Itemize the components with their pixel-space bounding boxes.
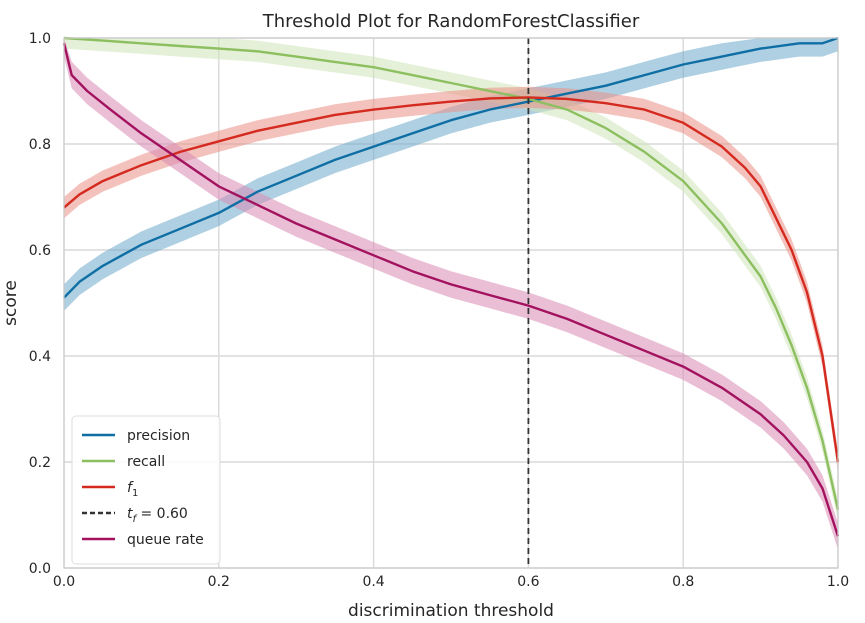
y-axis-label: score [1,280,21,326]
plot-frame [63,37,839,569]
confidence-bands [64,38,838,550]
y-tick-label: 0.2 [29,455,51,471]
tick-labels: 0.0 0.2 0.4 0.6 0.8 1.0 0.0 0.2 0.4 0.6 0.8 1.0 [29,31,849,590]
x-tick-label: 0.6 [517,574,539,590]
legend-label-queue-rate: queue rate [127,532,204,548]
x-tick-label: 0.4 [362,574,384,590]
x-tick-label: 0.2 [208,574,230,590]
y-tick-label: 0.4 [29,349,51,365]
y-tick-label: 1.0 [29,31,51,47]
legend-label-f1: f1 [127,480,138,499]
x-tick-label: 0.0 [53,574,75,590]
legend: precision recall f1 tf = 0.60 queue rate [71,415,221,565]
f1-line [63,96,840,463]
legend-box [71,415,221,565]
series-lines [62,36,840,537]
y-tick-label: 0.6 [29,243,51,259]
x-tick-label: 0.8 [672,574,694,590]
queue-rate-band [64,38,838,550]
precision-line [63,36,839,299]
legend-label-recall: recall [127,454,165,470]
legend-label-precision: precision [127,428,190,444]
x-tick-label: 1.0 [827,574,849,590]
legend-label-threshold: tf = 0.60 [127,506,188,525]
chart-title: Threshold Plot for RandomForestClassifie… [262,11,640,32]
recall-band [64,38,838,521]
y-tick-label: 0.8 [29,137,51,153]
x-axis-label: discrimination threshold [348,601,554,621]
y-tick-label: 0.0 [29,561,51,577]
queue-rate-line [62,43,840,537]
